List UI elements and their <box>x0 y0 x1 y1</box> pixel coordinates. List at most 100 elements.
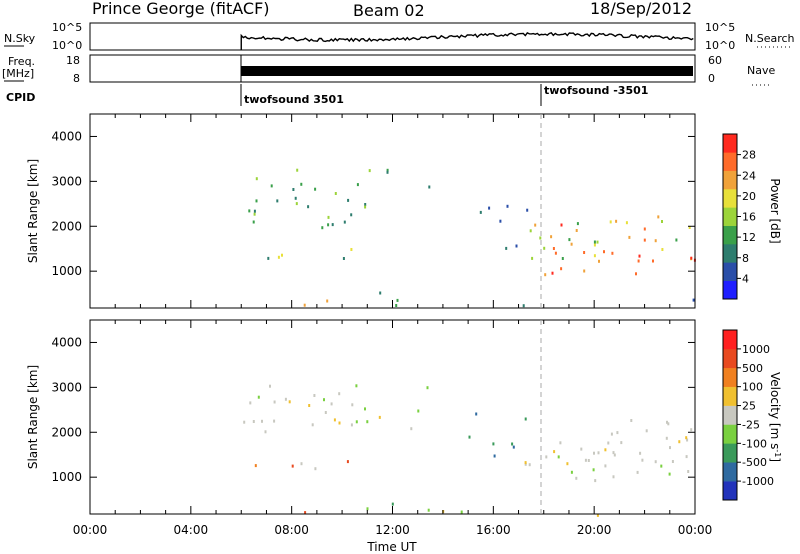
echo-cell <box>661 220 663 223</box>
echo-cell <box>661 248 664 251</box>
echo-cell <box>252 220 255 224</box>
echo-cell <box>366 420 369 424</box>
echo-cell <box>607 441 610 445</box>
echo-cell <box>576 222 579 226</box>
colorbar-swatch <box>723 348 737 369</box>
echo-cell <box>426 386 429 390</box>
echo-cell <box>347 198 350 202</box>
echo-cell <box>637 259 640 263</box>
echo-cell <box>580 447 583 451</box>
echo-cell <box>330 402 333 406</box>
echo-cell <box>593 254 596 258</box>
echo-cell <box>276 199 279 203</box>
echo-cell <box>690 256 693 260</box>
echo-cell <box>255 199 258 203</box>
echo-cell <box>350 213 353 217</box>
echo-cell <box>593 240 596 244</box>
echo-cell <box>257 395 260 399</box>
echo-cell <box>529 229 532 233</box>
echo-cell <box>255 177 258 181</box>
velocity-colorbar: -1000 -500 -100 -25 25 100 500 1000 <box>722 329 774 501</box>
y-tick-label: 4000 <box>51 335 82 349</box>
echo-cell <box>252 420 255 423</box>
colorbar-swatch <box>723 225 737 245</box>
echo-cell <box>460 510 463 514</box>
y-tick-label: 2000 <box>51 219 82 233</box>
echo-cell <box>355 384 358 388</box>
echo-cell <box>575 476 578 480</box>
echo-cell <box>326 299 329 303</box>
echo-cell <box>544 273 547 277</box>
echo-cell <box>611 251 614 255</box>
echo-cell <box>327 215 330 219</box>
echo-cell <box>488 206 491 210</box>
echo-cell <box>668 472 671 476</box>
echo-cell <box>512 445 515 449</box>
echo-cell <box>308 404 311 407</box>
nsky-tick-hi: 10^5 <box>52 21 82 34</box>
echo-cell <box>526 208 529 212</box>
echo-cell <box>560 267 563 271</box>
echo-cell <box>641 458 644 462</box>
echo-cell <box>654 460 657 464</box>
x-tick-label: 16:00 <box>476 523 511 537</box>
echo-cell <box>616 431 619 435</box>
echo-cell <box>604 464 607 468</box>
colorbar-tick-label: -100 <box>742 437 767 450</box>
echo-cell <box>610 432 613 436</box>
echo-cell <box>652 259 654 263</box>
echo-cell <box>334 192 337 195</box>
echo-cell <box>584 458 587 462</box>
cpid-2: twofsound -3501 <box>544 84 648 97</box>
freq-unit: [MHz] <box>2 67 34 80</box>
echo-cell <box>417 409 420 413</box>
colorbar-swatch <box>723 244 737 263</box>
echo-cell <box>511 442 514 446</box>
colorbar-swatch <box>723 280 737 300</box>
echo-cell <box>539 236 542 240</box>
echo-cell <box>311 423 314 427</box>
echo-cell <box>346 460 349 464</box>
echo-cell <box>688 226 691 229</box>
echo-cell <box>248 209 251 213</box>
echo-cell <box>554 251 557 255</box>
echo-cell <box>304 511 307 515</box>
echo-cell <box>597 451 600 455</box>
echo-cell <box>570 242 573 246</box>
echo-cell <box>528 463 531 467</box>
echo-cell <box>350 248 353 251</box>
colorbar-swatch <box>723 386 737 406</box>
echo-cell <box>364 205 367 209</box>
echo-cell <box>630 419 633 422</box>
echo-cell <box>296 168 299 172</box>
echo-cell <box>638 254 641 258</box>
y-tick-label: 1000 <box>51 264 82 278</box>
echo-cell <box>350 423 353 427</box>
power-cbar-label: Power [dB] <box>768 178 782 243</box>
x-tick-label: 00:00 <box>678 523 713 537</box>
echo-cell <box>273 400 276 404</box>
power-colorbar: 4 8 12 16 20 24 28 <box>722 133 756 300</box>
echo-cell <box>292 188 295 191</box>
echo-cell <box>524 461 527 465</box>
echo-cell <box>551 271 554 275</box>
echo-cell <box>342 257 345 260</box>
colorbar-swatch <box>723 481 737 501</box>
echo-cell <box>395 304 398 307</box>
cpid-label: CPID <box>6 91 35 104</box>
echo-cell <box>543 246 546 250</box>
nsearch-label: N.Search <box>745 32 795 45</box>
echo-cell <box>560 223 563 227</box>
echo-cell <box>321 226 324 230</box>
station-title: Prince George (fitACF) <box>92 0 270 18</box>
echo-cell <box>264 430 267 434</box>
x-axis-label: Time UT <box>366 540 417 554</box>
echo-cell <box>333 418 336 422</box>
nsearch-tick-lo: 10^0 <box>705 39 735 52</box>
colorbar-swatch <box>723 189 737 208</box>
echo-cell <box>300 182 303 186</box>
echo-cell <box>428 185 431 189</box>
echo-cell <box>261 419 263 423</box>
nave-tick-lo: 0 <box>708 72 715 85</box>
colorbar-tick-label: -500 <box>742 456 767 469</box>
